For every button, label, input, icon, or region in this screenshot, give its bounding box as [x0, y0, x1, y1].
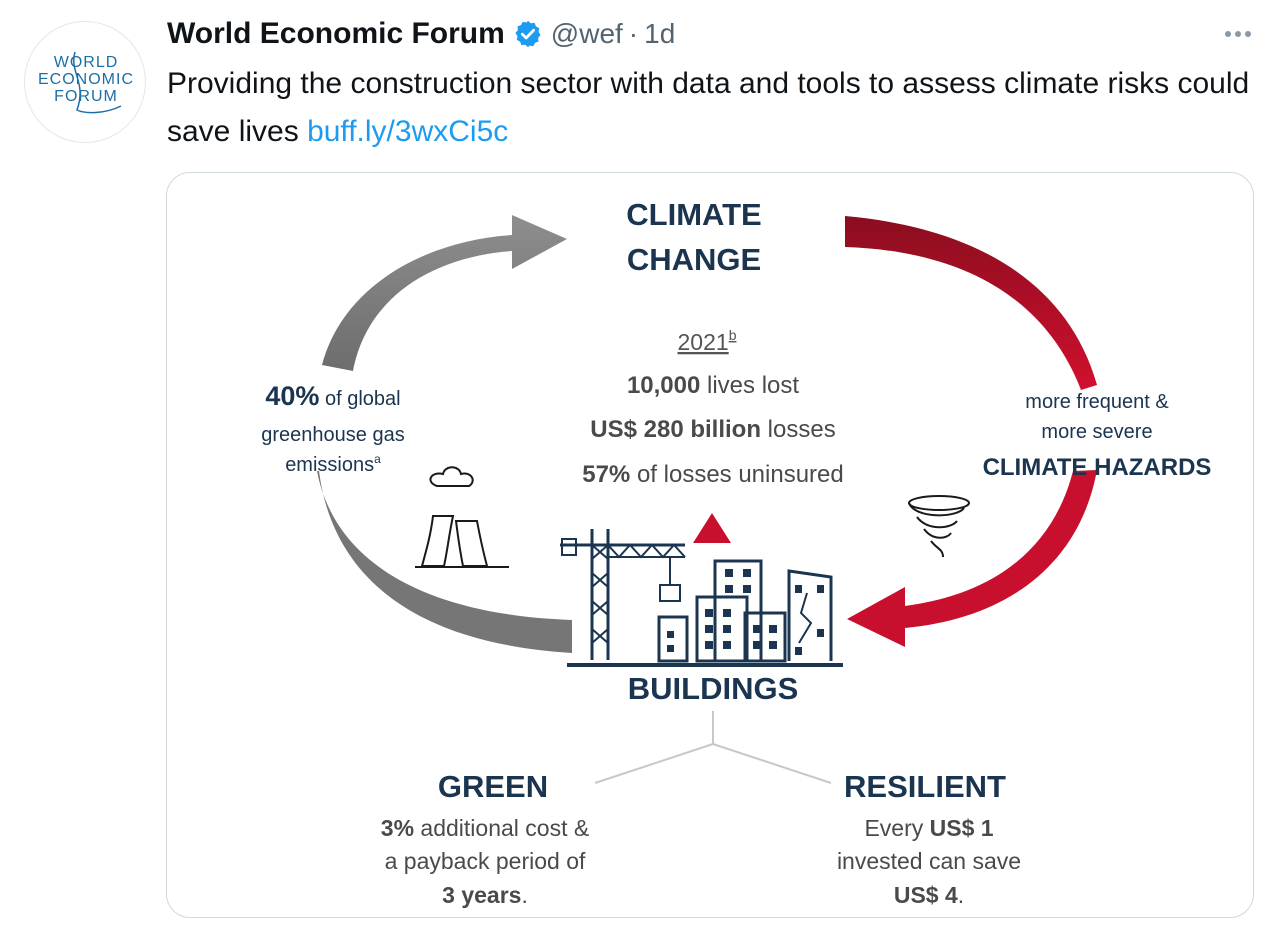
gray-arrow-top [322, 215, 567, 371]
stat-losses: US$ 280 billion losses [590, 416, 835, 443]
tweet-body: Providing the construction sector with d… [167, 67, 1250, 148]
resilient-line3: US$ 4. [894, 882, 964, 908]
logo-line1: WORLD [54, 54, 119, 71]
avatar[interactable]: WORLD ECONOMIC FORUM [24, 21, 146, 143]
media-card[interactable]: CLIMATE CHANGE 2021b 10,000 lives lost U… [166, 172, 1254, 918]
hazards-line3: CLIMATE HAZARDS [983, 454, 1212, 481]
logo-arc [73, 51, 122, 114]
resilient-line1: Every US$ 1 [864, 815, 993, 841]
tornado-icon [908, 495, 970, 558]
red-arrow-bottom [847, 470, 1097, 647]
emissions-line1: 40% of global [265, 381, 400, 411]
stat-uninsured: 57% of losses uninsured [582, 461, 844, 488]
emissions-line2: greenhouse gas [261, 424, 404, 446]
author-handle[interactable]: @wef [550, 18, 623, 49]
stat-lives: 10,000 lives lost [627, 372, 799, 399]
gray-arrow-bottom [317, 471, 572, 653]
green-line2: a payback period of [385, 848, 586, 874]
green-title: GREEN [438, 769, 548, 804]
infographic: CLIMATE CHANGE 2021b 10,000 lives lost U… [261, 197, 1212, 908]
tweet-header: World Economic Forum @wef · 1d [167, 14, 675, 54]
wef-logo-icon: WORLD ECONOMIC FORUM [38, 51, 134, 114]
more-options-icon[interactable] [1218, 18, 1258, 50]
logo-line2: ECONOMIC [38, 71, 134, 88]
logo-line3: FORUM [54, 88, 118, 105]
branch-lines [594, 711, 832, 784]
buildings-illustration [560, 529, 843, 667]
tweet-link[interactable]: buff.ly/3wxCi5c [307, 115, 509, 148]
hazards-line1: more frequent & [1025, 391, 1169, 413]
emissions-line3: emissionsa [285, 452, 381, 476]
increase-triangle-icon [693, 513, 731, 543]
red-arrow-top [845, 216, 1097, 390]
verified-badge-icon [513, 19, 543, 49]
green-line1: 3% additional cost & [381, 815, 589, 841]
author-name[interactable]: World Economic Forum [167, 17, 505, 50]
year-label: 2021b [678, 327, 737, 355]
climate-line2: CHANGE [627, 242, 761, 277]
green-line3: 3 years. [442, 882, 528, 908]
resilient-title: RESILIENT [844, 769, 1006, 804]
climate-line1: CLIMATE [626, 197, 761, 232]
hazards-line2: more severe [1041, 421, 1152, 443]
tweet-text: Providing the construction sector with d… [167, 60, 1257, 156]
power-plant-icon [415, 466, 509, 568]
resilient-line2: invested can save [837, 848, 1021, 874]
tweet-time[interactable]: 1d [644, 18, 676, 49]
separator-dot: · [628, 18, 639, 49]
buildings-label: BUILDINGS [628, 671, 799, 706]
